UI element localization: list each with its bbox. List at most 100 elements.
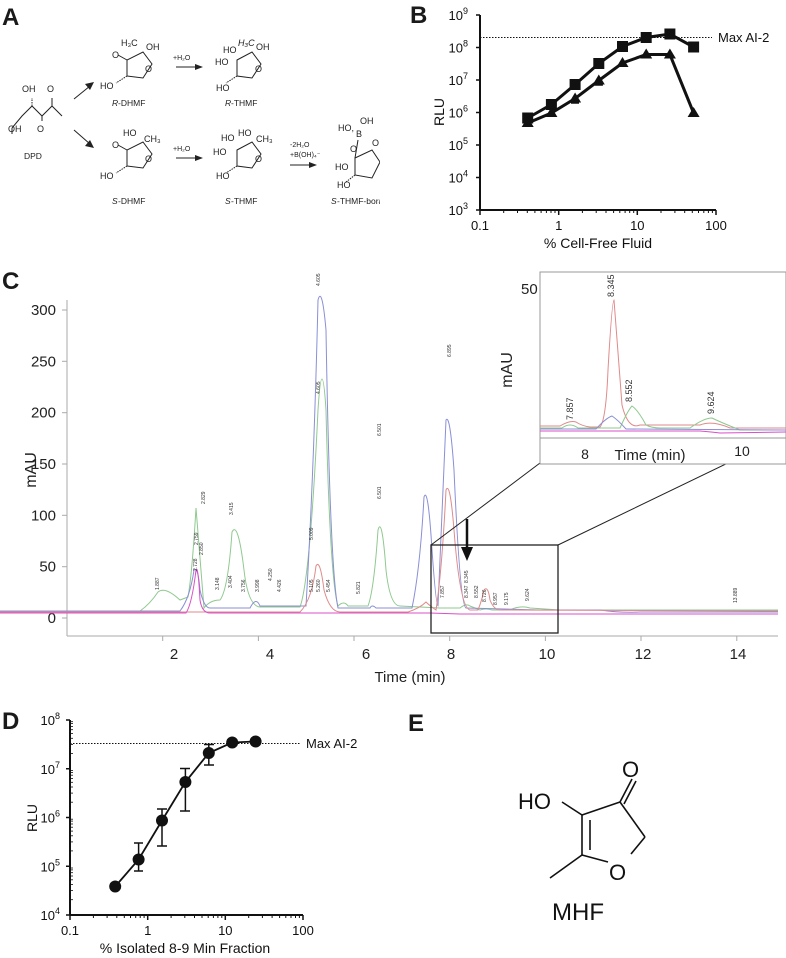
svg-text:1: 1 [144,923,151,938]
error-bars [134,743,214,872]
svg-text:2.759: 2.759 [194,532,200,545]
svg-text:1.887: 1.887 [155,577,161,590]
chart-c: 300 250 200 150 100 50 0 2 4 6 8 10 12 1… [0,271,786,686]
svg-text:HO: HO [238,128,252,138]
svg-text:O: O [145,64,152,74]
panel-label-a: A [2,4,20,31]
svg-text:2.728: 2.728 [193,558,199,571]
svg-text:105: 105 [41,857,60,874]
svg-text:8: 8 [581,446,589,462]
svg-text:8.726: 8.726 [482,589,488,602]
svg-text:9.624: 9.624 [525,588,531,601]
svg-text:5.260: 5.260 [316,579,322,592]
svg-text:0: 0 [48,610,56,627]
hydroxyl-label: HO [518,789,551,814]
svg-text:O: O [372,138,379,148]
svg-text:+B(OH)₄⁻: +B(OH)₄⁻ [290,152,321,159]
chart-b: Max AI-2 109 108 107 106 105 104 103 0.1… [431,6,769,251]
svg-text:O: O [112,50,119,60]
svg-text:H₃C: H₃C [238,38,255,48]
peak-arrow [461,519,473,561]
svg-text:-2H₂O: -2H₂O [290,142,310,149]
panel-label-b: B [410,2,428,29]
svg-text:105: 105 [449,136,468,153]
svg-text:HO: HO [100,171,114,181]
svg-text:104: 104 [449,169,468,186]
svg-text:HO: HO [215,57,229,67]
svg-text:-THMF: -THMF [231,98,257,108]
svg-text:HO: HO [223,45,237,55]
svg-text:106: 106 [449,104,468,121]
svg-text:O: O [255,154,262,164]
svg-text:50: 50 [521,281,538,298]
svg-text:2: 2 [170,646,178,663]
svg-text:4.605: 4.605 [316,273,322,286]
svg-text:CH₃: CH₃ [256,134,273,144]
zoom-connector-left [430,462,541,546]
svg-text:8.957: 8.957 [493,592,499,605]
svg-text:3.756: 3.756 [241,579,247,592]
svg-text:4.605: 4.605 [316,381,322,394]
svg-text:-THMF-borate: -THMF-borate [337,196,380,206]
s-dhmf-label: S [112,196,118,206]
svg-text:50: 50 [39,559,56,576]
svg-text:O: O [112,140,119,150]
svg-text:8.345: 8.345 [606,274,616,297]
mhf-structure: HO O O MHF [518,757,646,926]
svg-text:HO: HO [213,147,227,157]
svg-text:mAU: mAU [499,352,516,388]
svg-text:12: 12 [635,646,652,663]
y-axis-label: mAU [23,452,40,488]
x-axis-label: % Isolated 8-9 Min Fraction [100,940,270,956]
svg-text:106: 106 [41,809,60,826]
r-dhmf-label: R [112,98,118,108]
max-ai2-label: Max AI-2 [306,736,357,751]
svg-text:CH₃: CH₃ [144,134,161,144]
svg-text:0.1: 0.1 [471,218,489,233]
svg-text:300: 300 [31,302,56,319]
svg-text:250: 250 [31,353,56,370]
svg-text:HO: HO [335,162,349,172]
svg-text:-THMF: -THMF [231,196,257,206]
s-thmf-borate-label: S [331,196,337,206]
svg-text:3.148: 3.148 [215,577,221,590]
svg-text:7.857: 7.857 [565,397,575,420]
panel-label-d: D [2,708,20,735]
svg-text:HO: HO [123,128,137,138]
svg-text:+H₂O: +H₂O [173,146,191,153]
svg-text:103: 103 [449,201,468,218]
svg-text:0.1: 0.1 [61,923,79,938]
svg-text:5.821: 5.821 [356,581,362,594]
series-triangles [527,53,695,125]
square-markers [522,28,700,124]
svg-text:+H₂O: +H₂O [173,55,191,62]
svg-text:Time (min): Time (min) [614,447,685,464]
y-axis-label: RLU [24,804,40,832]
svg-text:HO: HO [100,81,114,91]
triangle-markers [521,48,700,127]
svg-text:O: O [47,84,54,94]
svg-text:OH: OH [360,116,374,126]
svg-text:2.850: 2.850 [199,542,205,555]
svg-text:6.501: 6.501 [377,486,383,499]
svg-text:107: 107 [41,760,60,777]
circle-markers [109,735,262,893]
svg-text:8.347: 8.347 [464,585,470,598]
zoom-box [430,544,559,634]
dpd-label: DPD [24,151,42,161]
svg-text:5.454: 5.454 [326,579,332,592]
svg-text:8.552: 8.552 [474,585,480,598]
s-thmf-label: S [225,196,231,206]
svg-text:O: O [145,154,152,164]
svg-text:HO: HO [337,180,351,190]
svg-text:4.426: 4.426 [277,579,283,592]
svg-text:107: 107 [449,71,468,88]
svg-text:4: 4 [266,646,274,663]
svg-text:9.624: 9.624 [706,391,716,414]
panel-label-e: E [408,710,425,737]
svg-text:-DHMF: -DHMF [118,98,145,108]
x-axis-label: Time (min) [374,669,445,686]
svg-text:9.175: 9.175 [504,592,510,605]
svg-text:3.998: 3.998 [255,579,261,592]
svg-text:HO: HO [216,171,230,181]
